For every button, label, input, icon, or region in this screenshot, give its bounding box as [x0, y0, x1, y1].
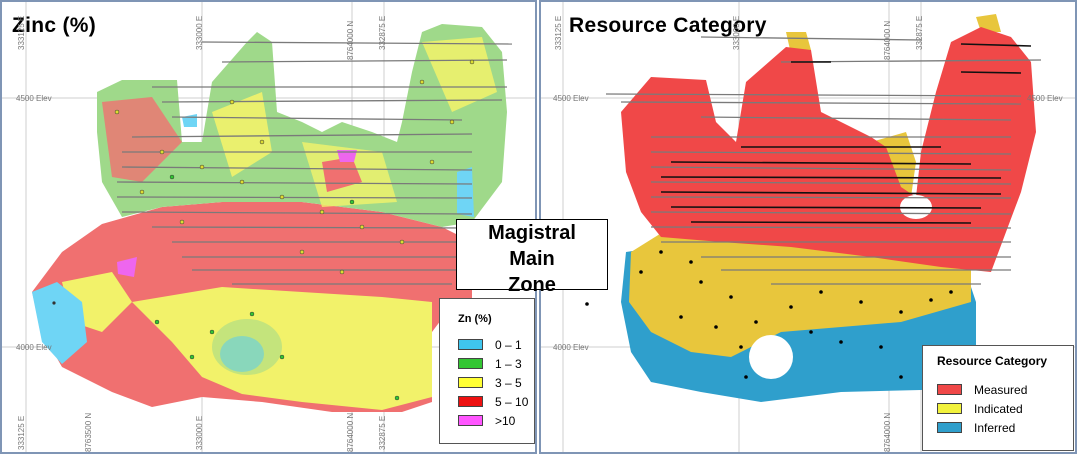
- resource-category-map: [541, 2, 1075, 452]
- legend-item: 5 – 10: [458, 392, 534, 411]
- elevation-label: 4500 Elev: [553, 94, 589, 103]
- legend-label: 1 – 3: [495, 356, 522, 371]
- legend-item: Indicated: [937, 399, 1073, 418]
- zinc-legend-title: Zn (%): [458, 313, 492, 325]
- elevation-label: 4500 Elev: [16, 94, 52, 103]
- easting-tick-label: 333000 E: [195, 15, 204, 50]
- zinc-grade-zone-green: [212, 319, 282, 375]
- resource-category-legend: Resource Category Measured Indicated Inf…: [922, 345, 1074, 451]
- elevation-label: 4500 Elev: [1027, 94, 1063, 103]
- legend-label: 0 – 1: [495, 337, 522, 352]
- zone-label-box: Magistral Main Zone: [456, 219, 608, 296]
- unmodelled-area: [749, 335, 793, 379]
- resource-legend-title: Resource Category: [937, 354, 1048, 368]
- zinc-grade-zone-low: [457, 167, 474, 217]
- zinc-grade-zone-mid: [422, 37, 497, 112]
- legend-item: Measured: [937, 380, 1073, 399]
- legend-swatch: [458, 339, 483, 350]
- composite-samples: [660, 43, 1032, 224]
- legend-swatch: [937, 422, 962, 433]
- zone-label-line: Zone: [508, 274, 556, 296]
- legend-label: >10: [495, 413, 516, 428]
- legend-label: Inferred: [974, 420, 1016, 435]
- zinc-map-panel: Zinc (%) 333125 E 333000 E 8764000 N 332…: [0, 0, 537, 454]
- easting-tick-label: 333125 E: [17, 415, 26, 450]
- easting-tick-label: 333125 E: [554, 15, 563, 50]
- zinc-grade-zone-mid: [212, 92, 272, 177]
- zinc-grade-map: [2, 2, 535, 452]
- legend-swatch: [458, 415, 483, 426]
- zinc-grade-zone-low: [182, 114, 197, 127]
- legend-swatch: [458, 358, 483, 369]
- zone-label-line: Main: [509, 248, 555, 270]
- easting-tick-label: 333000 E: [732, 15, 741, 50]
- zinc-grade-zone-mid: [132, 287, 432, 410]
- northing-tick-label: 8764000 N: [346, 412, 355, 452]
- sample-markers: [585, 250, 953, 379]
- measured-zone: [621, 27, 1036, 272]
- resource-category-map-title: Resource Category: [569, 14, 767, 37]
- legend-item: 3 – 5: [458, 373, 534, 392]
- resource-category-map-panel: Resource Category 333125 E 333000 E 8764…: [539, 0, 1077, 454]
- legend-swatch: [937, 384, 962, 395]
- zinc-grade-zone-very-high: [337, 150, 357, 162]
- sample-markers: [114, 59, 475, 275]
- zinc-grade-zone-high: [102, 97, 182, 182]
- elevation-label: 4000 Elev: [16, 343, 52, 352]
- zinc-grade-zone-green: [97, 24, 507, 227]
- northing-tick-label: 8764000 N: [883, 412, 892, 452]
- legend-label: Measured: [974, 382, 1028, 397]
- easting-tick-label: 332875 E: [915, 15, 924, 50]
- easting-tick-label: 333000 E: [195, 415, 204, 450]
- easting-tick-label: 332875 E: [378, 15, 387, 50]
- sample-markers: [154, 174, 400, 401]
- northing-tick-label: 8763500 N: [84, 412, 93, 452]
- legend-label: 5 – 10: [495, 394, 529, 409]
- legend-item: 1 – 3: [458, 354, 534, 373]
- sample-marker: [52, 301, 56, 305]
- legend-item: Inferred: [937, 418, 1073, 437]
- zinc-legend: Zn (%) 0 – 1 1 – 3 3 – 5 5 – 10 >10: [439, 298, 535, 444]
- legend-swatch: [458, 396, 483, 407]
- northing-tick-label: 8764000 N: [346, 20, 355, 60]
- zinc-grade-zone-low: [32, 282, 87, 364]
- legend-item: >10: [458, 411, 534, 430]
- legend-swatch: [937, 403, 962, 414]
- easting-tick-label: 333125 E: [17, 15, 26, 50]
- drillhole-traces: [116, 41, 513, 285]
- northing-tick-label: 8764000 N: [883, 20, 892, 60]
- zone-label-line: Magistral: [488, 222, 576, 244]
- legend-label: Indicated: [974, 401, 1023, 416]
- legend-label: 3 – 5: [495, 375, 522, 390]
- easting-tick-label: 332875 E: [378, 415, 387, 450]
- drillhole-traces: [605, 36, 1042, 285]
- zinc-grade-zone-very-high: [117, 257, 137, 277]
- legend-swatch: [458, 377, 483, 388]
- elevation-label: 4000 Elev: [553, 343, 589, 352]
- zinc-map-title: Zinc (%): [12, 14, 97, 37]
- legend-item: 0 – 1: [458, 335, 534, 354]
